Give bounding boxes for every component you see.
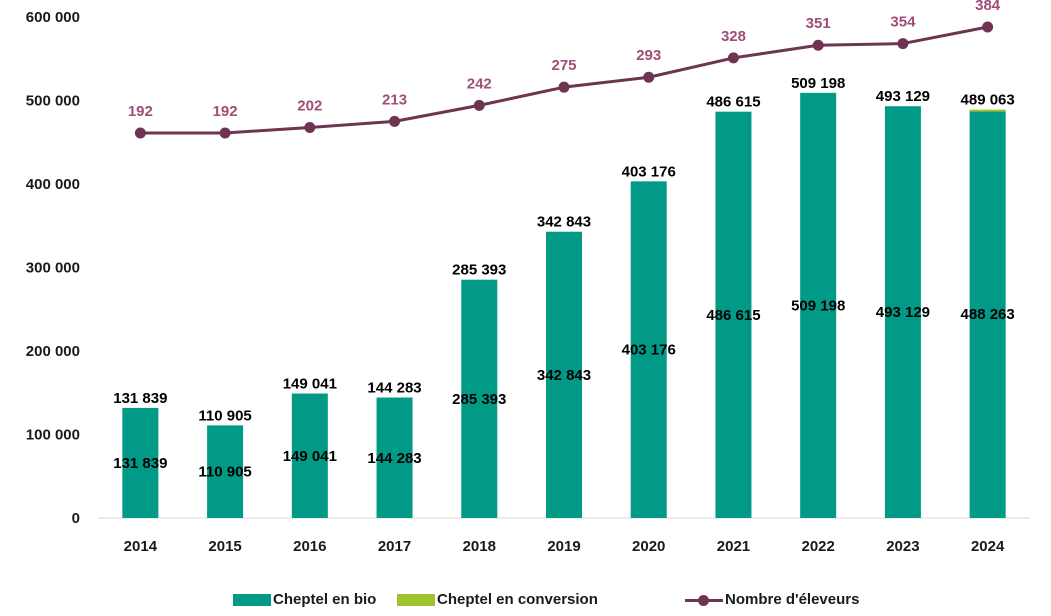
legend-swatch-conversion (397, 594, 435, 606)
line-point (135, 128, 146, 139)
y-tick-label: 500 000 (26, 93, 80, 110)
bar-total-label: 149 041 (283, 376, 337, 393)
line-point-label: 293 (636, 47, 661, 64)
bars (122, 93, 1005, 518)
y-tick-label: 100 000 (26, 427, 80, 444)
bar-total-label: 403 176 (622, 163, 676, 180)
line-point-label: 328 (721, 28, 746, 45)
bar-bio-label: 493 129 (876, 304, 930, 321)
legend-label-conversion: Cheptel en conversion (437, 591, 598, 608)
bar-total-label: 486 615 (706, 94, 760, 111)
bar-total-label: 144 283 (367, 380, 421, 397)
x-tick-label: 2020 (632, 538, 665, 555)
bar-bio-label: 131 839 (113, 455, 167, 472)
y-tick-label: 600 000 (26, 9, 80, 26)
y-axis: 0 100 000 200 000 300 000 400 000 500 000 600 … (26, 9, 80, 527)
line-point-label: 213 (382, 91, 407, 108)
legend-label-bio: Cheptel en bio (273, 591, 376, 608)
bar-total-label: 342 843 (537, 214, 591, 231)
line-point (220, 128, 231, 139)
bar-bio-label: 144 283 (367, 450, 421, 467)
x-tick-label: 2024 (971, 538, 1005, 555)
legend-swatch-eleveurs (685, 594, 723, 606)
bar-total-label: 509 198 (791, 75, 845, 92)
line-point (643, 72, 654, 83)
line-point-label: 354 (890, 14, 916, 31)
bar-total-label: 131 839 (113, 390, 167, 407)
bar-conversion (970, 110, 1006, 112)
line-point-label: 242 (467, 75, 492, 92)
line-point (559, 82, 570, 93)
y-tick-label: 400 000 (26, 176, 80, 193)
y-tick-label: 300 000 (26, 260, 80, 277)
y-tick-label: 200 000 (26, 343, 80, 360)
line-point (982, 22, 993, 33)
line-point-label: 192 (213, 103, 238, 120)
line-series: 192 192 202 213 242 275 293 328 351 354 384 (128, 0, 1001, 139)
bar-total-label: 493 129 (876, 88, 930, 105)
line-point (474, 100, 485, 111)
chart: 0 100 000 200 000 300 000 400 000 500 000 600 … (0, 0, 1051, 585)
line-point-label: 351 (806, 15, 831, 32)
x-axis: 2014 2015 2016 2017 2018 2019 2020 2021 2022 2023… (124, 538, 1005, 555)
bar-bio-label: 342 843 (537, 367, 591, 384)
x-tick-label: 2017 (378, 538, 411, 555)
x-tick-label: 2023 (886, 538, 919, 555)
line-point-label: 384 (975, 0, 1001, 14)
legend-item-eleveurs[interactable]: Nombre d'éleveurs (685, 591, 859, 608)
bar-bio-label: 509 198 (791, 297, 845, 314)
x-tick-label: 2016 (293, 538, 326, 555)
line-point-label: 202 (297, 97, 322, 114)
x-tick-label: 2021 (717, 538, 750, 555)
line-point (389, 116, 400, 127)
bar-total-label: 285 393 (452, 262, 506, 279)
bar-bio-label: 403 176 (622, 342, 676, 359)
line-point (304, 122, 315, 133)
legend: Cheptel en bio Cheptel en conversion Nom… (0, 591, 1051, 613)
legend-label-eleveurs: Nombre d'éleveurs (725, 591, 859, 608)
line-point-label: 192 (128, 103, 153, 120)
bar-bio-label: 110 905 (198, 464, 251, 481)
x-tick-label: 2014 (124, 538, 158, 555)
bar-total-label: 489 063 (961, 92, 1015, 109)
x-tick-label: 2022 (801, 538, 834, 555)
line-point (897, 38, 908, 49)
line-point (728, 52, 739, 63)
bar-bio-label: 149 041 (283, 448, 337, 465)
legend-item-conversion[interactable]: Cheptel en conversion (397, 591, 598, 608)
x-tick-label: 2019 (547, 538, 580, 555)
line-eleveurs (140, 27, 987, 133)
x-tick-label: 2018 (463, 538, 496, 555)
y-tick-label: 0 (72, 510, 80, 527)
bar-bio-label: 486 615 (706, 307, 760, 324)
legend-swatch-bio (233, 594, 271, 606)
bar-bio-label: 285 393 (452, 391, 506, 408)
bar-total-label: 110 905 (198, 407, 251, 424)
line-point (813, 40, 824, 51)
line-point-label: 275 (551, 57, 576, 74)
bar-bio-label: 488 263 (961, 306, 1015, 323)
x-tick-label: 2015 (208, 538, 241, 555)
legend-item-bio[interactable]: Cheptel en bio (233, 591, 376, 608)
